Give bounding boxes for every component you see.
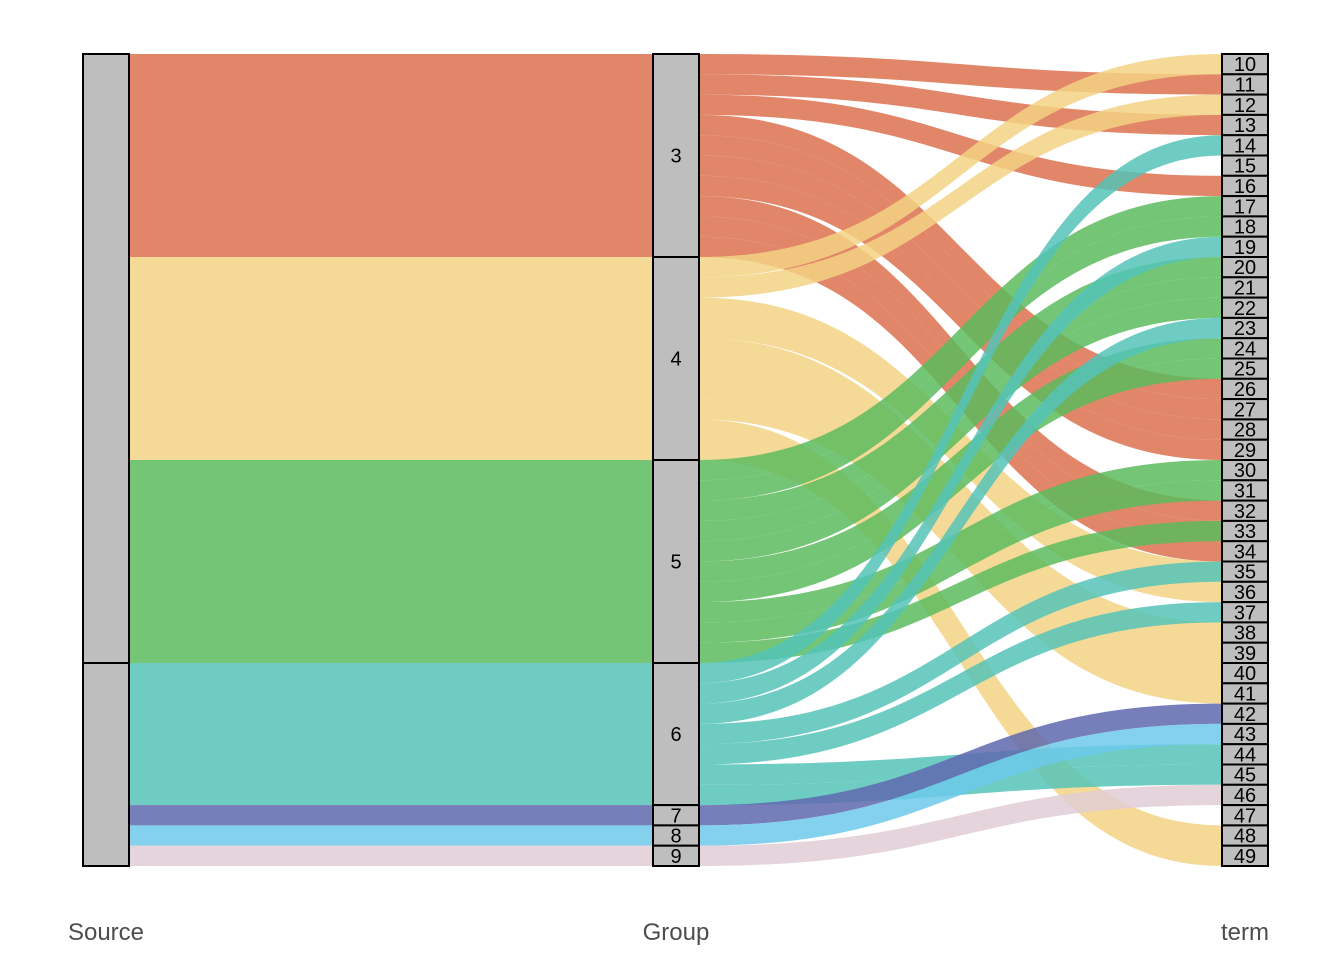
flow-5-to-30 — [699, 460, 1222, 623]
group-stratum-9 — [652, 844, 700, 868]
source-stratum-1 — [82, 53, 130, 664]
term-label-45: 45 — [1234, 765, 1256, 787]
group-label-3: 3 — [670, 146, 681, 168]
term-label-48: 48 — [1234, 826, 1256, 848]
flow-3-to-16 — [699, 94, 1222, 197]
term-label-39: 39 — [1234, 643, 1256, 665]
flow-4-to-48 — [699, 419, 1222, 846]
flow-source-group-3 — [129, 54, 653, 257]
term-label-11: 11 — [1235, 74, 1256, 96]
group-label-7: 7 — [670, 805, 681, 827]
term-label-26: 26 — [1234, 379, 1256, 401]
term-label-28: 28 — [1234, 420, 1256, 442]
flow-5-to-33 — [699, 520, 1222, 663]
term-label-17: 17 — [1234, 196, 1256, 218]
term-label-40: 40 — [1234, 663, 1256, 685]
axis-label-source: Source — [68, 919, 144, 946]
term-label-16: 16 — [1234, 176, 1256, 198]
flow-source-group-6 — [129, 663, 653, 806]
group-stratum-5 — [652, 459, 700, 664]
term-label-20: 20 — [1234, 257, 1256, 279]
term-label-13: 13 — [1234, 115, 1256, 137]
flow-4-to-10 — [699, 54, 1222, 278]
flow-3-to-28 — [699, 155, 1222, 440]
term-label-35: 35 — [1234, 562, 1256, 584]
term-label-19: 19 — [1234, 237, 1256, 259]
term-label-10: 10 — [1234, 54, 1256, 76]
group-label-8: 8 — [670, 826, 681, 848]
term-label-34: 34 — [1234, 541, 1256, 563]
term-stratum-49 — [1221, 844, 1269, 868]
term-label-41: 41 — [1234, 683, 1256, 705]
flow-source-group-4 — [129, 257, 653, 460]
group-label-4: 4 — [670, 349, 681, 371]
flow-6-to-23 — [699, 317, 1222, 724]
term-label-42: 42 — [1234, 704, 1256, 726]
term-label-36: 36 — [1234, 582, 1256, 604]
term-label-22: 22 — [1234, 298, 1256, 320]
term-label-47: 47 — [1234, 805, 1256, 827]
flow-5-to-31 — [699, 480, 1222, 643]
term-label-27: 27 — [1234, 399, 1256, 421]
flow-source-group-7 — [129, 805, 653, 826]
term-label-24: 24 — [1234, 338, 1256, 360]
term-label-33: 33 — [1234, 521, 1256, 543]
flow-3-to-26 — [699, 114, 1222, 400]
term-label-12: 12 — [1234, 95, 1256, 117]
axis-label-term: term — [1221, 919, 1269, 946]
flow-3-to-29 — [699, 175, 1222, 461]
term-label-44: 44 — [1234, 744, 1256, 766]
term-label-23: 23 — [1234, 318, 1256, 340]
term-label-15: 15 — [1234, 156, 1256, 178]
term-label-14: 14 — [1234, 135, 1256, 157]
group-stratum-3 — [652, 53, 700, 258]
term-label-43: 43 — [1234, 724, 1256, 746]
flow-6-to-37 — [699, 602, 1222, 765]
flows-layer — [129, 54, 1222, 866]
flow-5-to-20 — [699, 257, 1222, 521]
flow-6-to-14 — [699, 135, 1222, 684]
term-label-29: 29 — [1234, 440, 1256, 462]
axis-labels: Source Group term — [68, 919, 1269, 946]
flow-source-group-8 — [129, 825, 653, 846]
term-label-49: 49 — [1234, 846, 1256, 868]
flow-source-group-5 — [129, 460, 653, 663]
term-label-18: 18 — [1234, 217, 1256, 239]
group-label-6: 6 — [670, 724, 681, 746]
group-stratum-6 — [652, 662, 700, 807]
group-stratum-4 — [652, 256, 700, 461]
term-label-25: 25 — [1234, 359, 1256, 381]
term-label-38: 38 — [1234, 623, 1256, 645]
flow-4-to-35 — [699, 297, 1222, 582]
flow-8-to-43 — [699, 723, 1222, 846]
term-label-32: 32 — [1234, 501, 1256, 523]
term-label-46: 46 — [1234, 785, 1256, 807]
group-label-9: 9 — [670, 846, 681, 868]
flow-3-to-27 — [699, 135, 1222, 420]
term-label-30: 30 — [1234, 460, 1256, 482]
axis-label-group: Group — [643, 919, 710, 946]
flow-7-to-42 — [699, 703, 1222, 826]
flow-4-to-38 — [699, 338, 1222, 643]
flow-9-to-46 — [699, 784, 1222, 866]
flow-6-to-35 — [699, 561, 1222, 745]
flow-4-to-12 — [699, 94, 1222, 298]
flow-5-to-22 — [699, 297, 1222, 562]
group-label-5: 5 — [670, 552, 681, 574]
term-label-21: 21 — [1234, 277, 1256, 299]
term-label-37: 37 — [1234, 602, 1256, 624]
source-stratum-2 — [82, 662, 130, 867]
term-label-31: 31 — [1234, 480, 1256, 502]
flow-3-to-33 — [699, 216, 1222, 542]
flow-6-to-19 — [699, 236, 1222, 704]
flow-5-to-17 — [699, 196, 1222, 481]
flow-5-to-18 — [699, 216, 1222, 501]
strata-layer: 3456789101112131415161718192021222324252… — [82, 53, 1269, 868]
flow-source-group-9 — [129, 845, 653, 866]
